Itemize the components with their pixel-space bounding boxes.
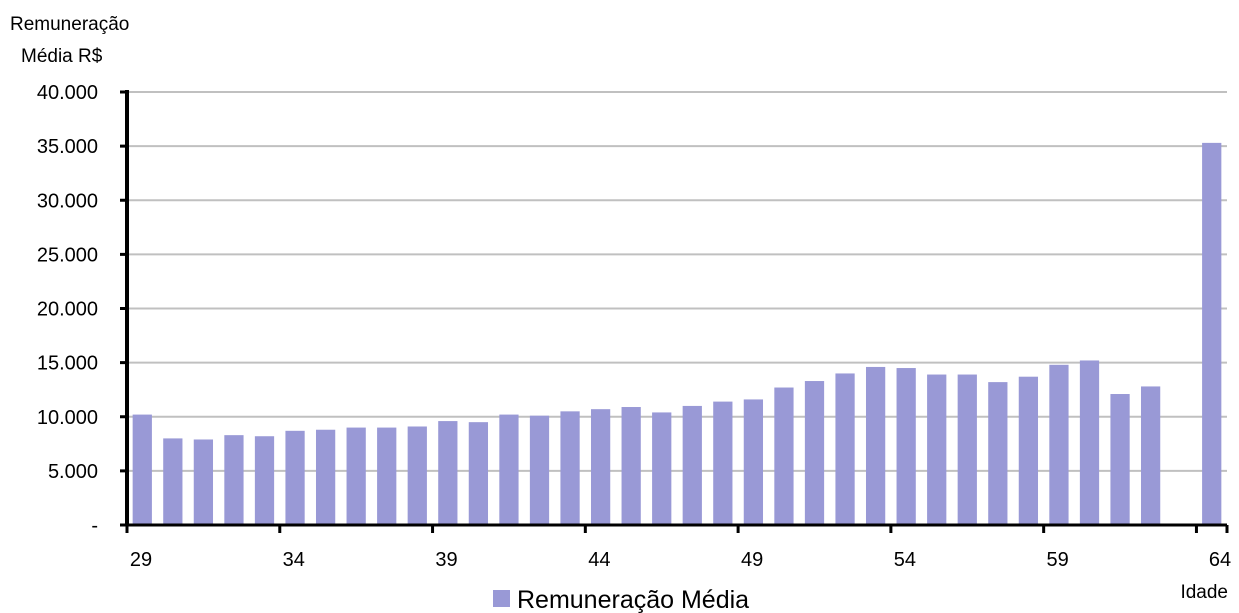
bar bbox=[193, 439, 214, 525]
bar bbox=[590, 409, 611, 525]
x-axis-title: Idade bbox=[1180, 582, 1228, 603]
bar bbox=[1018, 376, 1039, 525]
x-tick-label: 54 bbox=[894, 549, 916, 571]
bar bbox=[1110, 394, 1130, 525]
bar bbox=[865, 366, 886, 525]
x-tick-label: 29 bbox=[130, 549, 152, 571]
bar bbox=[652, 412, 672, 525]
bar bbox=[621, 407, 641, 525]
gridlines bbox=[127, 91, 1227, 472]
bar bbox=[285, 430, 305, 525]
bar bbox=[163, 438, 183, 525]
bar bbox=[377, 427, 397, 525]
bar bbox=[927, 374, 947, 525]
y-tick-label: 40.000 bbox=[37, 82, 98, 104]
bar bbox=[957, 374, 977, 525]
bar bbox=[529, 415, 550, 525]
y-axis-title-line-2: Média R$ bbox=[21, 46, 103, 67]
x-tick-label: 39 bbox=[435, 549, 457, 571]
bar bbox=[1079, 360, 1100, 525]
legend-label: Remuneração Média bbox=[517, 586, 749, 613]
bar bbox=[682, 405, 702, 525]
bar bbox=[896, 368, 916, 525]
bar bbox=[315, 429, 336, 525]
bar bbox=[804, 381, 825, 525]
bar bbox=[774, 387, 794, 525]
bar bbox=[1049, 364, 1069, 525]
bar bbox=[132, 414, 152, 525]
y-tick-label: 25.000 bbox=[37, 244, 98, 266]
bar bbox=[713, 401, 733, 525]
bar bbox=[560, 411, 580, 525]
y-tick-label: 35.000 bbox=[37, 136, 98, 158]
legend-swatch bbox=[493, 590, 510, 607]
x-tick-label: 59 bbox=[1047, 549, 1069, 571]
bar bbox=[407, 426, 427, 525]
bar bbox=[438, 421, 458, 525]
bar bbox=[1202, 142, 1222, 525]
bar bbox=[988, 382, 1008, 525]
y-tick-label: 20.000 bbox=[37, 299, 98, 321]
y-tick-label: 5.000 bbox=[48, 461, 98, 483]
y-tick-label: 30.000 bbox=[37, 190, 98, 212]
y-axis-title-line-1: Remuneração bbox=[10, 14, 129, 35]
bar bbox=[224, 435, 244, 525]
bar bbox=[1140, 386, 1161, 525]
bars bbox=[132, 142, 1222, 525]
bar bbox=[346, 427, 366, 525]
y-tick-label: 15.000 bbox=[37, 353, 98, 375]
x-tick-label: 64 bbox=[1209, 549, 1231, 571]
bar bbox=[835, 373, 855, 525]
y-tick-label: 10.000 bbox=[37, 407, 98, 429]
bar bbox=[499, 414, 519, 525]
x-axis-ticks: 29 34 39 44 49 54 59 64 bbox=[125, 525, 1231, 571]
y-tick-label: - bbox=[91, 515, 98, 537]
x-tick-label: 34 bbox=[283, 549, 305, 571]
bar bbox=[743, 399, 764, 525]
bar bbox=[468, 422, 489, 525]
x-tick-label: 49 bbox=[741, 549, 763, 571]
x-tick-label: 44 bbox=[588, 549, 610, 571]
legend: Remuneração Média bbox=[493, 586, 749, 613]
bar bbox=[254, 436, 275, 525]
y-axis-ticks: - 5.000 10.000 15.000 20.000 25.000 30.000 35.0… bbox=[37, 82, 127, 537]
